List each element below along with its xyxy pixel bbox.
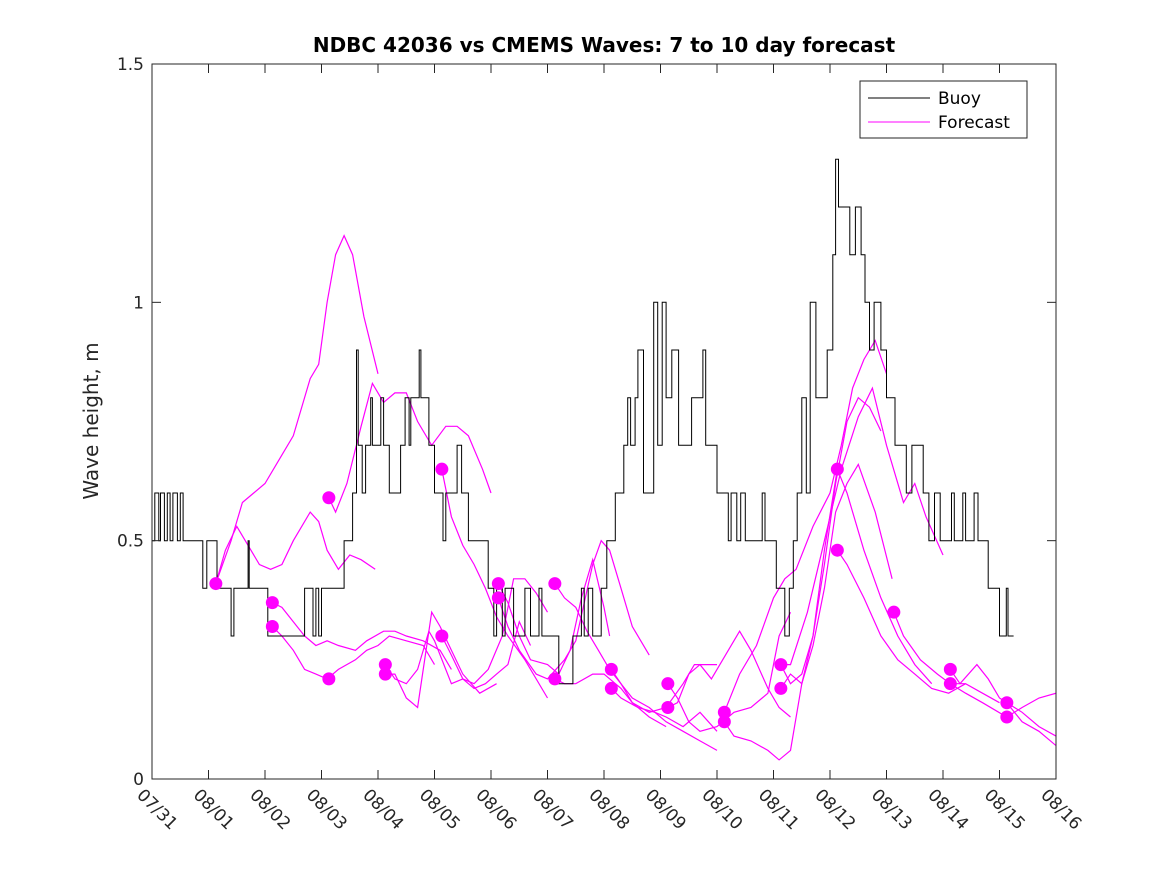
forecast-marker-4 [322,672,336,686]
forecast-marker-16 [661,701,675,714]
forecast-line-14 [610,687,718,732]
forecast-line-1 [215,511,376,584]
forecast-marker-19 [774,658,788,672]
forecast-marker-18 [717,715,731,729]
forecast-marker-26 [1000,696,1014,710]
forecast-marker-8 [435,629,449,643]
y-tick-label: 0 [133,770,144,790]
legend: Buoy Forecast [859,80,1028,139]
forecast-marker-5 [378,658,392,672]
forecast-marker-23 [887,605,901,619]
forecast-marker-17 [717,705,731,719]
forecast-marker-7 [435,462,449,476]
forecast-line-0 [215,234,379,584]
forecast-line-2 [328,381,492,514]
forecast-line-24 [949,663,1056,737]
forecast-marker-21 [830,462,844,476]
buoy-series [152,158,1014,685]
forecast-line-5 [271,626,436,680]
forecast-line-22 [836,549,966,694]
forecast-line-6 [384,619,532,690]
forecast-line-18 [723,396,882,761]
forecast-marker-15 [661,677,675,691]
buoy-line [152,158,1014,685]
forecast-line-7 [385,610,497,709]
forecast-marker-10 [491,591,505,605]
forecast-marker-24 [943,662,957,676]
legend-box [859,80,1028,139]
y-tick-label: 0.5 [117,532,144,552]
forecast-marker-22 [830,543,844,557]
forecast-marker-25 [943,677,957,691]
forecast-marker-13 [604,662,618,676]
forecast-line-8 [441,578,549,685]
forecast-marker-0 [209,577,223,591]
forecast-line-17 [723,339,888,713]
forecast-line-10 [497,539,650,680]
forecast-line-16 [667,630,791,718]
forecast-marker-1 [265,596,279,610]
forecast-markers [209,462,1014,729]
y-axis-label: Wave height, m [79,342,103,499]
legend-forecast-label: Forecast [938,113,1010,133]
forecast-line-21 [780,386,944,666]
forecast-marker-11 [548,577,562,591]
forecast-marker-12 [548,672,562,686]
forecast-line-26 [1006,702,1056,747]
forecast-line-4 [272,602,452,670]
forecast-line-3 [441,469,549,699]
legend-buoy-label: Buoy [938,89,981,109]
forecast-marker-14 [604,681,618,695]
forecast-marker-9 [491,577,505,591]
forecast-marker-2 [265,619,279,633]
forecast-line-19 [780,466,933,685]
forecast-marker-20 [774,681,788,695]
forecast-marker-6 [378,667,392,681]
y-tick-label: 1.5 [117,55,144,75]
forecast-line-20 [780,462,893,689]
forecast-marker-27 [1000,710,1014,724]
forecast-marker-3 [322,491,336,505]
y-tick-label: 1 [133,293,144,313]
forecast-line-23 [893,611,1000,704]
chart-title: NDBC 42036 vs CMEMS Waves: 7 to 10 day f… [313,33,896,57]
